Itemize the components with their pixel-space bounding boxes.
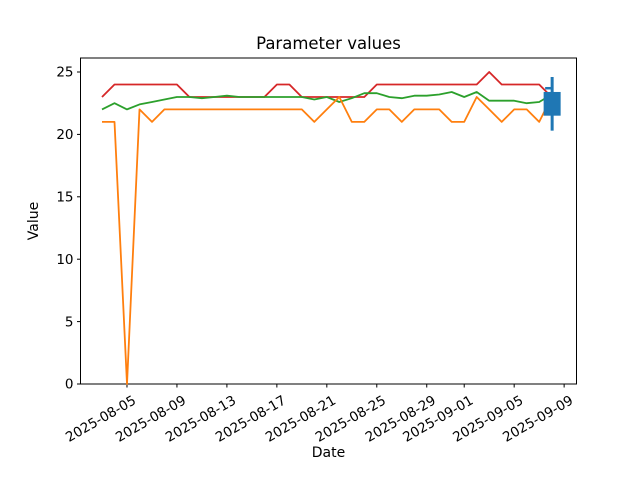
series-red-line bbox=[101, 71, 553, 98]
y-axis-label: Value bbox=[26, 202, 42, 240]
series-green-line bbox=[101, 91, 553, 111]
y-tick-label: 10 bbox=[56, 252, 73, 268]
y-tick-label: 15 bbox=[56, 190, 73, 206]
y-tick-label: 20 bbox=[56, 127, 73, 143]
chart-title: Parameter values bbox=[256, 34, 401, 53]
y-tick-label: 25 bbox=[56, 65, 73, 81]
y-tick-label: 0 bbox=[65, 377, 74, 393]
axes-frame bbox=[80, 57, 577, 385]
candlestick-marker-body bbox=[543, 91, 561, 116]
series-orange-line bbox=[102, 96, 553, 385]
y-tick-label: 5 bbox=[65, 314, 74, 330]
x-axis-label: Date bbox=[312, 445, 345, 461]
plot-area: 05101520252025-08-052025-08-092025-08-13… bbox=[56, 57, 577, 446]
